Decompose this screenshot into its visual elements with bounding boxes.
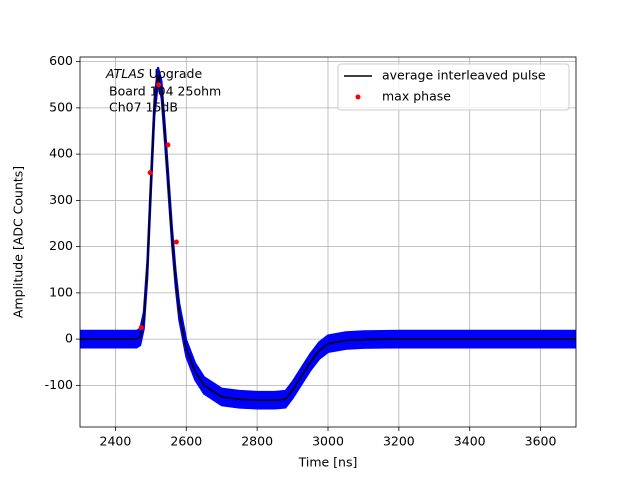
- y-axis-label: Amplitude [ADC Counts]: [11, 166, 26, 318]
- point: [156, 82, 162, 88]
- x-tick-label: 3600: [525, 434, 557, 449]
- plot-frame: [79, 56, 577, 428]
- x-tick-label: 2800: [241, 434, 273, 449]
- point: [138, 325, 144, 331]
- y-tick-label: 500: [49, 99, 73, 114]
- point: [147, 170, 153, 176]
- y-tick-label: 300: [49, 192, 73, 207]
- x-tick-label: 2600: [170, 434, 202, 449]
- line: [80, 75, 576, 401]
- annotation-emphasis: ATLAS: [105, 66, 145, 81]
- y-tick-label: 0: [65, 331, 73, 346]
- x-tick-label: 3200: [383, 434, 415, 449]
- annotation: ATLAS Upgrade: [105, 66, 202, 81]
- x-tick-label: 3400: [454, 434, 486, 449]
- point: [165, 142, 171, 148]
- y-tick-label: 400: [49, 146, 73, 161]
- x-axis-label: Time [ns]: [298, 455, 358, 470]
- annotation-text: Upgrade: [149, 66, 203, 81]
- annotation-line: Board 104 25ohm: [109, 84, 221, 99]
- annotation-line: Ch07 15dB: [109, 100, 178, 115]
- point: [173, 239, 179, 245]
- legend-box: [337, 63, 570, 111]
- legend-label: average interleaved pulse: [382, 68, 546, 83]
- x-tick-label: 2400: [100, 434, 132, 449]
- y-tick-label: 600: [49, 53, 73, 68]
- legend-label: max phase: [382, 89, 451, 104]
- legend-swatch: [355, 94, 361, 100]
- x-tick-label: 3000: [312, 434, 344, 449]
- y-tick-label: -100: [45, 377, 73, 392]
- y-tick-label: 200: [49, 238, 73, 253]
- y-tick-label: 100: [49, 284, 73, 299]
